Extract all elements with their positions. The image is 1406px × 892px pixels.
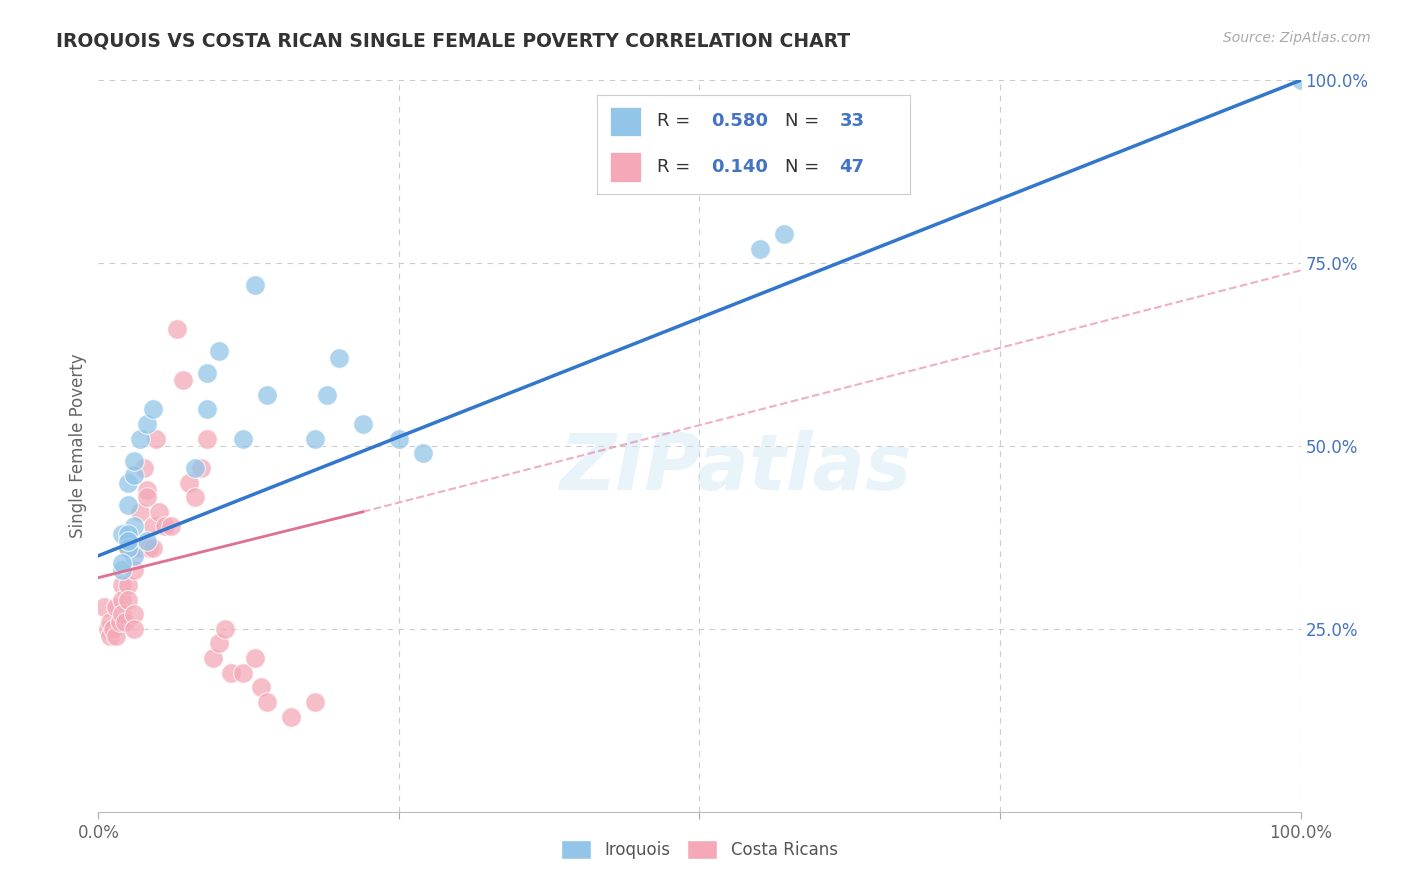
Point — [232, 665, 254, 680]
Point — [304, 695, 326, 709]
Point — [208, 636, 231, 650]
Point — [256, 388, 278, 402]
Point — [280, 709, 302, 723]
Point — [183, 461, 205, 475]
Point — [141, 519, 163, 533]
Point — [124, 622, 146, 636]
Point — [304, 432, 326, 446]
Point — [105, 629, 128, 643]
Point — [111, 592, 134, 607]
Point — [117, 534, 139, 549]
Legend: Iroquois, Costa Ricans: Iroquois, Costa Ricans — [554, 833, 845, 865]
Point — [111, 526, 134, 541]
Point — [135, 490, 157, 504]
Point — [97, 622, 120, 636]
Point — [135, 534, 157, 549]
Point — [388, 432, 411, 446]
Point — [183, 490, 205, 504]
Point — [208, 343, 231, 358]
Point — [114, 615, 136, 629]
Point — [117, 534, 139, 549]
Point — [195, 366, 218, 380]
Point — [249, 681, 271, 695]
Point — [93, 599, 115, 614]
Point — [748, 242, 770, 256]
Point — [177, 475, 200, 490]
Point — [124, 549, 146, 563]
Point — [172, 373, 194, 387]
Point — [111, 607, 134, 622]
Point — [1289, 73, 1312, 87]
Point — [117, 475, 139, 490]
Text: Source: ZipAtlas.com: Source: ZipAtlas.com — [1223, 31, 1371, 45]
Point — [232, 432, 254, 446]
Point — [141, 402, 163, 417]
Point — [243, 651, 266, 665]
Point — [124, 607, 146, 622]
Y-axis label: Single Female Poverty: Single Female Poverty — [69, 354, 87, 538]
Point — [117, 578, 139, 592]
Point — [141, 541, 163, 556]
Point — [132, 461, 155, 475]
Point — [124, 468, 146, 483]
Point — [219, 665, 242, 680]
Point — [125, 541, 148, 556]
Point — [135, 417, 157, 431]
Point — [412, 446, 434, 460]
Point — [195, 432, 218, 446]
Point — [117, 541, 139, 556]
Point — [190, 461, 212, 475]
Point — [315, 388, 337, 402]
Point — [129, 505, 152, 519]
Point — [129, 432, 152, 446]
Point — [352, 417, 374, 431]
Point — [138, 541, 160, 556]
Point — [153, 519, 176, 533]
Point — [159, 519, 181, 533]
Point — [100, 615, 122, 629]
Point — [108, 615, 131, 629]
Point — [243, 278, 266, 293]
Text: ZIPatlas: ZIPatlas — [560, 430, 911, 506]
Point — [117, 541, 139, 556]
Point — [201, 651, 224, 665]
Point — [328, 351, 350, 366]
Point — [117, 498, 139, 512]
Text: IROQUOIS VS COSTA RICAN SINGLE FEMALE POVERTY CORRELATION CHART: IROQUOIS VS COSTA RICAN SINGLE FEMALE PO… — [56, 31, 851, 50]
Point — [111, 563, 134, 577]
Point — [214, 622, 236, 636]
Point — [166, 322, 188, 336]
Point — [111, 578, 134, 592]
Point — [256, 695, 278, 709]
Point — [772, 227, 794, 241]
Point — [101, 622, 124, 636]
Point — [135, 483, 157, 497]
Point — [124, 453, 146, 467]
Point — [124, 563, 146, 577]
Point — [100, 629, 122, 643]
Point — [117, 592, 139, 607]
Point — [148, 505, 170, 519]
Point — [117, 526, 139, 541]
Point — [124, 519, 146, 533]
Point — [105, 599, 128, 614]
Point — [111, 556, 134, 570]
Point — [145, 432, 167, 446]
Point — [129, 541, 152, 556]
Point — [195, 402, 218, 417]
